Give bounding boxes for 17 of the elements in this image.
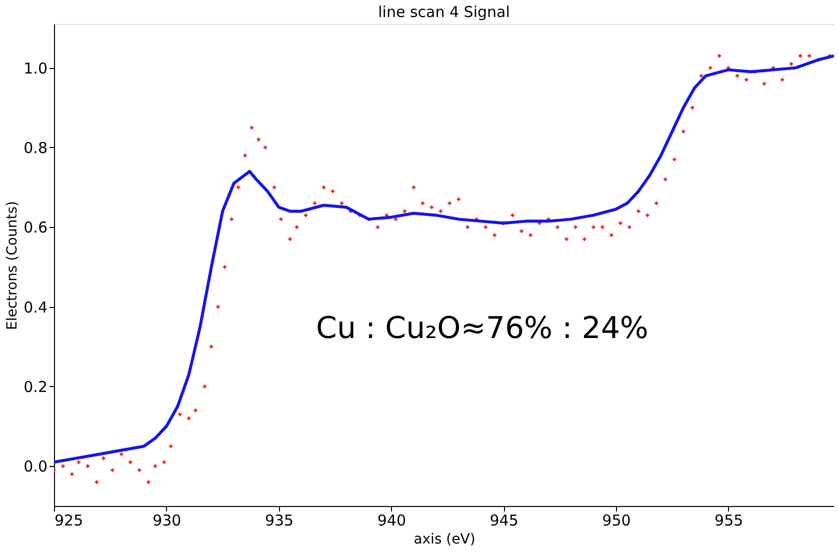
x-tick-label: 930 xyxy=(152,512,182,530)
x-tick-label: 955 xyxy=(714,512,744,530)
y-tick-label: 0.0 xyxy=(24,458,48,476)
y-tick-label: 0.8 xyxy=(24,138,48,157)
x-tick-label: 950 xyxy=(602,512,631,530)
y-tick-label: 1.0 xyxy=(24,59,48,78)
x-tick-label: 940 xyxy=(377,512,406,530)
x-tick-label: 945 xyxy=(490,512,518,530)
y-tick-label: 0.6 xyxy=(24,218,48,237)
y-tick-label: 0.4 xyxy=(24,298,48,316)
x-tick-label: 925 xyxy=(54,512,84,530)
x-tick-label: 935 xyxy=(264,512,294,530)
chart-title: line scan 4 Signal xyxy=(378,3,510,21)
y-axis-title: Electrons (Counts) xyxy=(4,201,21,330)
x-axis-title: axis (eV) xyxy=(414,532,476,548)
annotation: Cu : Cu₂O≈76% : 24% xyxy=(316,311,648,346)
y-tick-label: 0.2 xyxy=(24,378,48,396)
